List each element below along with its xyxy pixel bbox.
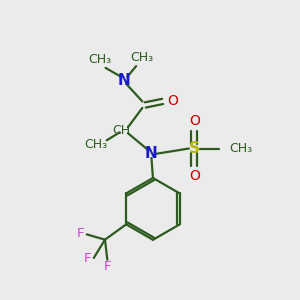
- Text: CH₃: CH₃: [130, 51, 153, 64]
- Text: CH₃: CH₃: [85, 139, 108, 152]
- Text: N: N: [145, 146, 158, 161]
- Text: F: F: [76, 227, 84, 240]
- Text: S: S: [189, 141, 200, 156]
- Text: CH₃: CH₃: [88, 53, 111, 66]
- Text: F: F: [84, 252, 91, 265]
- Text: N: N: [117, 73, 130, 88]
- Text: CH: CH: [112, 124, 130, 137]
- Text: O: O: [167, 94, 178, 108]
- Text: O: O: [189, 114, 200, 128]
- Text: O: O: [189, 169, 200, 183]
- Text: CH₃: CH₃: [230, 142, 253, 155]
- Text: F: F: [104, 260, 112, 273]
